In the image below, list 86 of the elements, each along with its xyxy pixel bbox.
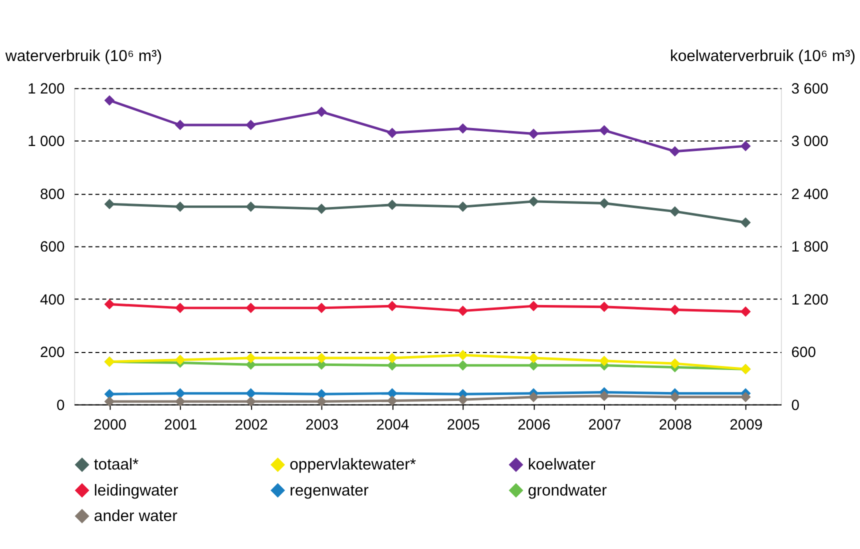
point <box>740 217 751 228</box>
point <box>740 140 751 152</box>
x-tick-label: 2000 <box>93 418 126 434</box>
point <box>104 388 115 400</box>
y-tick-label: 400 <box>40 292 65 308</box>
point <box>528 392 539 402</box>
point <box>316 352 327 364</box>
point <box>670 146 680 157</box>
y-tick-label: 200 <box>40 345 65 362</box>
point <box>458 360 468 371</box>
point <box>174 302 186 314</box>
y-tick-label: 0 <box>56 398 65 414</box>
point <box>528 352 539 364</box>
point <box>246 302 256 314</box>
point <box>104 299 115 310</box>
point <box>599 390 610 402</box>
x-tick-label: 2008 <box>658 418 692 434</box>
point <box>740 306 751 317</box>
y2-tick-label: 1 800 <box>791 240 828 256</box>
point <box>599 302 610 312</box>
y2-axis-title: koelwaterverbruik (10⁶ m³) <box>670 48 856 65</box>
x-tick-label: 2001 <box>164 418 198 434</box>
point <box>316 396 327 407</box>
point <box>316 106 327 117</box>
point <box>458 123 468 134</box>
legend-label: leidingwater <box>94 482 178 500</box>
y-tick-label: 600 <box>40 240 65 256</box>
point <box>316 302 327 314</box>
legend-label: ander water <box>94 508 178 526</box>
x-tick-label: 2005 <box>446 418 480 434</box>
point <box>174 120 186 130</box>
point <box>528 128 539 139</box>
legend-label: grondwater <box>528 482 607 500</box>
point <box>174 354 186 366</box>
y-axis-title: waterverbruik (10⁶ m³) <box>4 48 162 65</box>
point <box>174 202 186 212</box>
point <box>387 300 398 312</box>
point <box>670 392 680 402</box>
y-tick-label: 1 200 <box>28 82 65 98</box>
point <box>246 352 256 364</box>
point <box>458 306 468 316</box>
x-tick-label: 2009 <box>730 418 763 434</box>
point <box>174 388 186 399</box>
x-tick-label: 2003 <box>306 418 338 434</box>
point <box>387 128 398 138</box>
point <box>246 120 256 130</box>
y2-tick-label: 600 <box>791 345 816 362</box>
legend-label: totaal* <box>94 456 139 474</box>
x-tick-label: 2007 <box>588 418 622 434</box>
legend-label: regenwater <box>290 482 369 500</box>
point <box>246 202 256 212</box>
point <box>316 204 327 214</box>
x-tick-label: 2006 <box>518 418 551 434</box>
point <box>174 396 186 407</box>
point <box>599 125 610 136</box>
point <box>458 350 468 360</box>
point <box>670 304 680 315</box>
point <box>599 198 610 208</box>
point <box>387 200 398 210</box>
point <box>458 394 468 405</box>
point <box>246 396 256 407</box>
legend-label: oppervlaktewater* <box>290 456 416 474</box>
y2-tick-label: 1 200 <box>791 292 828 308</box>
point <box>458 202 468 212</box>
point <box>740 392 751 402</box>
point <box>104 396 115 407</box>
y2-tick-label: 0 <box>791 398 800 414</box>
x-tick-label: 2002 <box>234 418 268 434</box>
point <box>528 300 539 312</box>
point <box>670 206 680 217</box>
point <box>670 358 680 369</box>
point <box>246 388 256 399</box>
point <box>599 356 610 366</box>
x-tick-label: 2004 <box>376 418 410 434</box>
point <box>387 396 398 406</box>
point <box>104 95 115 106</box>
legend-label: koelwater <box>528 456 596 474</box>
point <box>104 198 115 210</box>
point <box>528 360 539 371</box>
y2-tick-label: 2 400 <box>791 186 828 203</box>
point <box>528 196 539 207</box>
y2-tick-label: 3 600 <box>791 82 828 98</box>
point <box>387 352 398 364</box>
y2-tick-label: 3 000 <box>791 134 828 150</box>
y-tick-label: 800 <box>40 186 65 203</box>
y-tick-label: 1 000 <box>28 134 65 150</box>
